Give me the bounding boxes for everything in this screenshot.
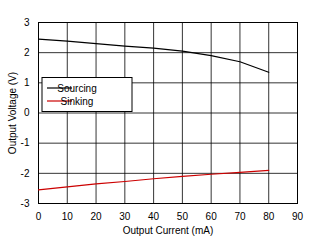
svg-text:Sinking: Sinking [61,96,94,107]
svg-text:Output Voltage (V): Output Voltage (V) [7,72,18,154]
svg-text:50: 50 [177,211,189,222]
svg-text:80: 80 [263,211,275,222]
svg-text:0: 0 [24,107,30,118]
svg-text:10: 10 [62,211,74,222]
svg-text:1: 1 [24,77,30,88]
svg-text:-1: -1 [21,137,30,148]
svg-text:60: 60 [206,211,218,222]
svg-text:40: 40 [148,211,160,222]
svg-text:-2: -2 [21,168,30,179]
svg-text:0: 0 [36,211,42,222]
svg-text:Output Current (mA): Output Current (mA) [123,225,214,236]
svg-text:70: 70 [234,211,246,222]
svg-text:-3: -3 [21,198,30,209]
svg-text:Sourcing: Sourcing [57,83,96,94]
svg-text:3: 3 [24,17,30,28]
svg-text:30: 30 [119,211,131,222]
svg-text:90: 90 [292,211,304,222]
svg-text:20: 20 [90,211,102,222]
svg-text:2: 2 [24,47,30,58]
